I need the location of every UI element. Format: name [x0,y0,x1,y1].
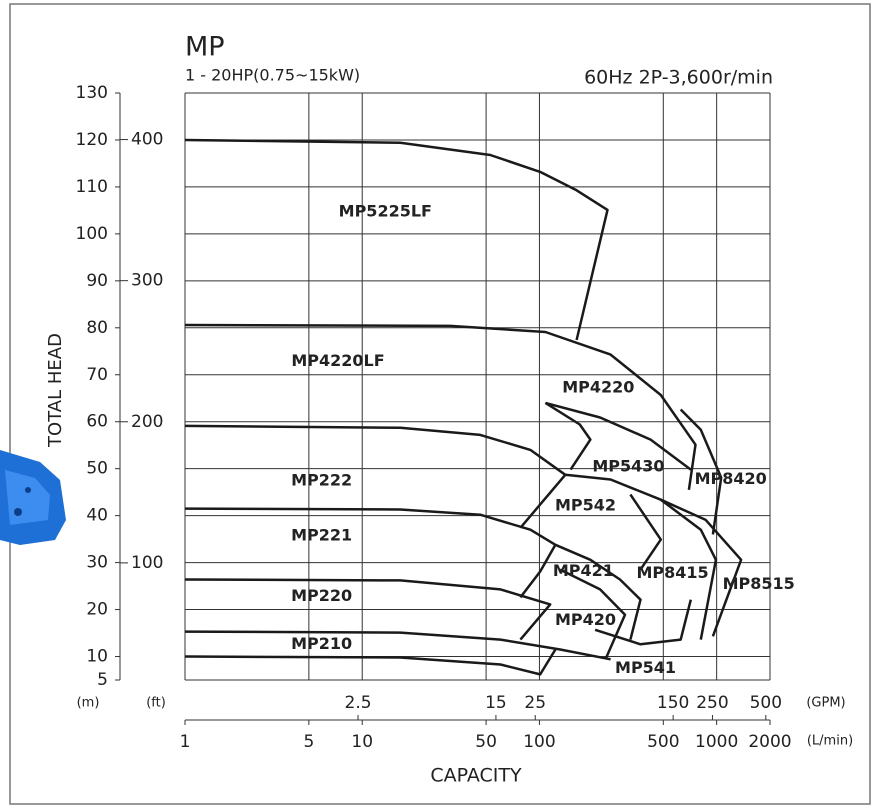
model-label: MP4220 [562,377,634,396]
pump-curve [554,543,642,640]
x2-tick-label: 2.5 [345,693,372,713]
y-tick-label: 60 [86,412,108,432]
y-tick-label: 100 [76,224,108,244]
x-tick-label: 50 [475,732,497,752]
pump-curve [545,401,692,471]
pump-curve [184,578,552,641]
x2-tick-label: 15 [485,693,507,713]
y-tick-label: 80 [86,318,108,338]
y-tick-label: 40 [86,506,108,526]
y-tick-label: 5 [97,670,108,690]
x-tick-label: 100 [523,732,555,752]
pump-curve [184,424,567,529]
y-tick-label: 30 [86,553,108,573]
model-label: MP210 [291,634,352,653]
pump-image [0,450,66,545]
y2-tick-label: 200 [131,412,163,432]
x-tick-label: 1 [180,732,191,752]
pump-curve [660,498,743,637]
subtitle: 1 - 20HP(0.75~15kW) [185,66,360,85]
y-tick-label: 120 [76,130,108,150]
y2-tick-label: 400 [131,130,163,150]
model-label: MP421 [553,561,614,580]
y-axis-label: TOTAL HEAD [45,333,66,448]
pump-curve [184,507,557,599]
model-label: MP8420 [695,469,767,488]
y-tick-label: 110 [76,177,108,197]
model-label: MP5430 [592,456,664,475]
x2-tick-label: 150 [657,693,689,713]
y-tick-label: 70 [86,365,108,385]
model-label: MP221 [291,525,352,544]
x2-tick-label: 250 [696,693,728,713]
y-tick-label: 50 [86,459,108,479]
model-label: MP4220LF [291,351,384,370]
y2-unit: (ft) [146,696,166,711]
model-label: MP8415 [636,563,708,582]
pump-curve [594,599,693,646]
y-tick-label: 10 [86,647,108,667]
x-tick-label: 2000 [748,732,791,752]
model-label: MP5225LF [339,201,432,220]
pump-curve [184,648,557,676]
model-label: MP541 [615,658,676,677]
x-tick-label: 1000 [695,732,738,752]
frame [9,3,871,805]
y-unit: (m) [77,696,100,711]
chart-title: MP [185,32,225,63]
x2-tick-label: 25 [524,693,546,713]
x2-tick-label: 500 [750,693,782,713]
x-unit: (L/min) [807,734,853,749]
spec: 60Hz 2P-3,600r/min [584,67,773,89]
y-tick-label: 20 [86,600,108,620]
model-label: MP420 [555,610,616,629]
pump-curve [184,138,609,341]
pump-curve [565,473,718,640]
model-label: MP542 [555,495,616,514]
pump-curve [544,401,592,471]
y-tick-label: 130 [76,83,108,103]
model-label: MP220 [291,586,352,605]
pump-curve [679,408,723,535]
pump-curve [629,493,663,571]
y-tick-label: 90 [86,271,108,291]
y2-tick-label: 300 [131,271,163,291]
x-tick-label: 5 [303,732,314,752]
x-tick-label: 500 [647,732,679,752]
x2-unit: (GPM) [806,696,845,711]
x-axis-label: CAPACITY [430,765,522,787]
pump-curve [184,630,611,661]
model-label: MP8515 [723,574,795,593]
pump-curve [184,323,697,490]
model-label: MP222 [291,470,352,489]
x-tick-label: 10 [351,732,373,752]
y2-tick-label: 100 [131,553,163,573]
